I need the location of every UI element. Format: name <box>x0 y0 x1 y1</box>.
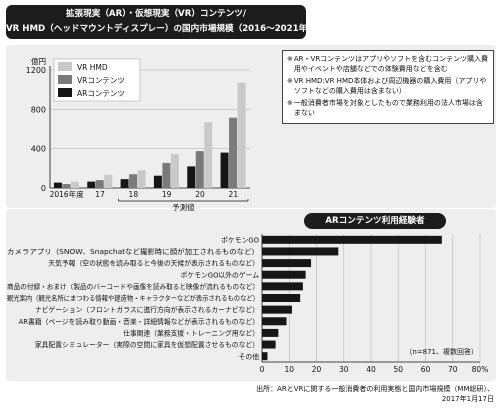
y-tick-label: 1200 <box>26 66 46 75</box>
legend-label: ARコンテンツ <box>77 89 125 98</box>
legend-label: VR HMD <box>77 63 108 72</box>
note-item: ※ AR・VRコンテンツはアプリやソフトを含むコンテンツ購入費用やイベントや店舗… <box>287 54 489 74</box>
bar <box>262 270 306 279</box>
bar <box>95 180 104 188</box>
category-label: その他 <box>239 352 260 361</box>
bar <box>262 235 442 244</box>
x-tick-label: 70 <box>448 365 458 374</box>
x-tick-label: 20 <box>312 365 322 374</box>
note-mark: ※ <box>287 77 293 85</box>
note-text: VR HMD:VR HMD本体および周辺機器の購入費用（アプリやソフトなどの購入… <box>293 77 487 95</box>
category-label: ポケモンGO以外のゲーム <box>181 270 260 279</box>
x-tick-label: 17 <box>95 190 105 199</box>
bar <box>162 162 171 188</box>
note-item: ※ VR HMD:VR HMD本体および周辺機器の購入費用（アプリやソフトなどの… <box>287 76 489 96</box>
y-tick-label: 800 <box>31 105 46 114</box>
y-unit-label: 億円 <box>31 56 46 66</box>
category-label: 商品の付録・おまけ（製品のバーコードや画像を読み取ると映像が流れるものなど） <box>7 282 259 291</box>
category-label: ナビゲーション（フロントガラスに進行方向が表示されるカーナビなど） <box>35 305 259 314</box>
source-note: 出所：ARとVRに関する一般消費者の利用実態と国内市場規模（MM総研）、 201… <box>214 384 494 404</box>
note-text: AR・VRコンテンツはアプリやソフトを含むコンテンツ購入費用やイベントや店舗など… <box>293 55 489 73</box>
main-title-line2: VR HMD（ヘッドマウントディスプレー）の国内市場規模（2016〜2021年度… <box>6 24 306 34</box>
bar <box>262 259 312 268</box>
bar <box>220 152 229 188</box>
sample-annotation: （n=871、複数回答） <box>405 347 478 356</box>
x-tick-label: 40 <box>366 365 376 374</box>
x-tick-label: 30 <box>339 365 349 374</box>
x-tick-label: 20 <box>195 190 205 199</box>
category-label: 天気予報（空の状態を読み取ると今後の天候が表示されるものなど） <box>48 259 259 268</box>
category-label: 家具配置シミュレーター（実際の空間に家具を仮想配置させるものなど） <box>35 340 259 349</box>
ar-usage-chart: 0 10 20 30 40 50 60 70 80% ポケモンGO カメラアプリ（SNOW、Snap… <box>7 234 488 374</box>
bar <box>62 184 71 188</box>
category-label: 観光案内（観光名所にまつわる情報や建造物・キャラクターなどが表示されるものなど） <box>7 294 259 303</box>
bar <box>237 82 246 188</box>
note-item: ※ 一般消費者市場を対象としたもので業務利用の法人市場は含まない <box>287 98 489 118</box>
chart2-title: ARコンテンツ利用経験者 <box>304 213 446 229</box>
bar <box>120 179 129 188</box>
bar <box>137 170 146 188</box>
category-label: カメラアプリ（SNOW、Snapchatなど撮影時に顔が加工されるものなど） <box>7 247 259 256</box>
legend-swatch <box>58 75 72 84</box>
source-line1: 出所：ARとVRに関する一般消費者の利用実態と国内市場規模（MM総研）、 <box>256 385 494 393</box>
category-label: AR書籍（ページを読み取り動画・音楽・詳細情報などが表示されるものなど） <box>19 317 259 326</box>
x-tick-label: 19 <box>162 190 172 199</box>
bar <box>153 175 162 188</box>
x-tick-label: 10 <box>284 365 294 374</box>
bar <box>195 151 204 188</box>
bar <box>170 154 179 188</box>
bar <box>87 181 96 188</box>
note-text: 一般消費者市場を対象としたもので業務利用の法人市場は含まない <box>293 99 483 117</box>
bar <box>262 317 287 326</box>
note-mark: ※ <box>287 99 293 107</box>
category-label: 仕事関連（業務支援・トレーニング用など） <box>123 329 259 338</box>
category-label: ポケモンGO <box>221 236 259 244</box>
legend-swatch <box>58 88 72 97</box>
bar <box>204 122 213 188</box>
forecast-label: 予測値 <box>172 202 195 212</box>
y-tick-label: 400 <box>31 145 46 154</box>
bar <box>229 117 238 188</box>
bar <box>262 340 276 349</box>
bar <box>129 174 138 188</box>
x-tick-label: 50 <box>393 365 403 374</box>
main-title: 拡張現実（AR）・仮想現実（VR）コンテンツ/ VR HMD（ヘッドマウントディ… <box>6 5 306 39</box>
bar <box>70 181 79 188</box>
bar <box>262 352 268 361</box>
main-title-line1: 拡張現実（AR）・仮想現実（VR）コンテンツ/ <box>65 9 247 19</box>
bar <box>262 328 279 337</box>
bar <box>187 166 196 188</box>
bar <box>262 282 303 291</box>
notes-box: ※ AR・VRコンテンツはアプリやソフトを含むコンテンツ購入費用やイベントや店舗… <box>282 50 494 124</box>
legend-label: VRコンテンツ <box>77 76 125 85</box>
bar <box>262 247 339 256</box>
x-tick-label: 2016年度 <box>50 189 85 199</box>
x-tick-label: 60 <box>421 365 431 374</box>
legend-swatch <box>58 62 72 71</box>
bar <box>262 305 292 314</box>
x-tick-label: 18 <box>129 190 139 199</box>
source-line2: 2017年1月17日 <box>441 395 494 403</box>
x-tick-label: 21 <box>229 190 239 199</box>
x-tick-label: 0 <box>260 365 265 374</box>
x-tick-label: 80% <box>472 365 489 374</box>
note-mark: ※ <box>287 55 293 63</box>
bar <box>53 182 62 188</box>
bar <box>262 294 301 302</box>
y-tick-label: 0 <box>41 184 46 193</box>
bar <box>104 174 113 188</box>
